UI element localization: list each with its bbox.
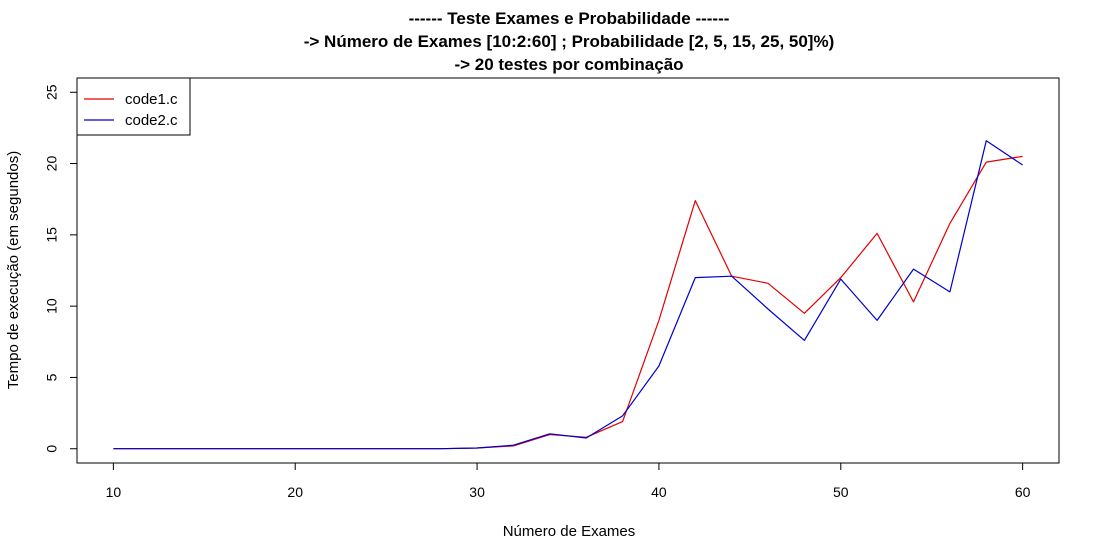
y-tick-label: 15	[44, 227, 60, 243]
chart-title-line-1: ------ Teste Exames e Probabilidade ----…	[409, 9, 730, 28]
chart-title-line-2: -> Número de Exames [10:2:60] ; Probabil…	[304, 32, 835, 51]
x-tick-label: 40	[651, 484, 667, 500]
y-axis: 0 5 10 15 20 25	[44, 84, 78, 453]
x-axis: 10 20 30 40 50 60	[106, 462, 1031, 500]
chart-title-line-3: -> 20 testes por combinação	[454, 55, 683, 74]
x-tick-label: 30	[469, 484, 485, 500]
series-line-code2-c	[113, 140, 1023, 450]
y-tick-label: 5	[44, 373, 60, 381]
series-layer	[113, 140, 1023, 450]
legend: code1.c code2.c	[76, 77, 191, 136]
y-tick-label: 0	[44, 445, 60, 453]
series-line-code1-c	[113, 155, 1023, 450]
x-tick-label: 10	[106, 484, 122, 500]
plot-area-frame	[76, 77, 1060, 464]
y-axis-label: Tempo de execução (em segundos)	[5, 151, 22, 389]
x-axis-label: Número de Exames	[503, 523, 636, 540]
legend-label: code2.c	[125, 112, 178, 129]
x-tick-label: 20	[287, 484, 303, 500]
legend-box	[76, 77, 191, 136]
y-tick-label: 25	[44, 84, 60, 100]
x-tick-label: 50	[833, 484, 849, 500]
x-tick-label: 60	[1015, 484, 1031, 500]
y-tick-label: 20	[44, 156, 60, 172]
y-tick-label: 10	[44, 298, 60, 314]
chart-title: ------ Teste Exames e Probabilidade ----…	[304, 9, 835, 74]
legend-label: code1.c	[125, 91, 178, 108]
